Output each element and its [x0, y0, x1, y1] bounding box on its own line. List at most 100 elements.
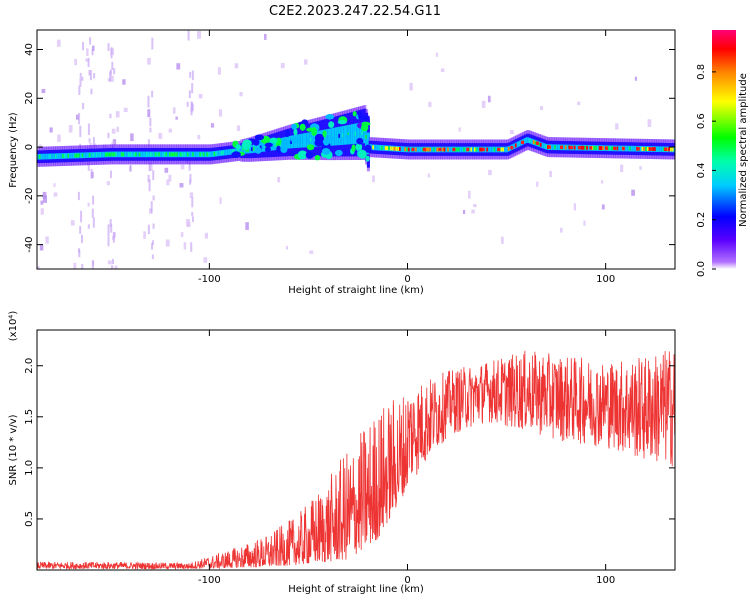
heatmap-speckle: [573, 203, 577, 211]
heatmap-band-core: [518, 140, 522, 147]
heatmap-streak: [189, 71, 192, 78]
spectrogram-xtick-label: -100: [198, 274, 221, 285]
heatmap-blob: [323, 138, 330, 146]
spectrogram-axes: -100 0 100 -40 -20 0 20 40: [24, 30, 675, 285]
heatmap-band-core: [65, 153, 69, 159]
heatmap-speckle: [218, 109, 223, 117]
heatmap-band-core: [413, 146, 417, 153]
heatmap-peak: [113, 152, 118, 157]
heatmap-speckle: [180, 232, 184, 237]
heatmap-blob: [325, 114, 335, 120]
heatmap-blob: [280, 146, 288, 153]
heatmap-blob: [361, 121, 371, 126]
heatmap-peak: [99, 152, 103, 157]
colorbar-tick-label: 0.4: [696, 162, 707, 178]
heatmap-speckle: [76, 114, 79, 120]
heatmap-speckle: [462, 209, 466, 215]
heatmap-peak: [468, 147, 473, 152]
heatmap-band-core: [143, 151, 147, 158]
heatmap-band-core: [300, 133, 304, 148]
heatmap-band-core: [40, 153, 44, 160]
heatmap-peak: [199, 152, 203, 157]
heatmap-peak: [393, 146, 398, 151]
heatmap-peak: [163, 152, 168, 157]
heatmap-peak: [76, 153, 80, 158]
heatmap-band-core: [249, 145, 253, 154]
heatmap-max: [613, 146, 617, 151]
spectrogram-ytick-label: 20: [24, 92, 35, 105]
heatmap-streak: [87, 58, 90, 68]
heatmap-peak: [61, 154, 66, 158]
heatmap-blob: [321, 148, 331, 155]
heatmap-band-core: [418, 146, 422, 153]
heatmap-band-core: [69, 152, 73, 159]
heatmap-band-core: [357, 122, 361, 144]
heatmap-max: [636, 147, 640, 151]
heatmap-peak: [60, 154, 64, 158]
heatmap-band-core: [416, 146, 420, 153]
heatmap-peak: [643, 146, 647, 151]
heatmap-streak: [109, 219, 112, 227]
heatmap-speckle: [57, 134, 61, 142]
heatmap-blob: [297, 150, 308, 160]
spectrogram-ytick-label: -20: [24, 188, 35, 204]
heatmap-peak: [473, 147, 478, 152]
heatmap-blob: [293, 138, 301, 144]
heatmap-speckle: [210, 123, 215, 128]
heatmap-speckle: [45, 236, 49, 244]
heatmap-band-core: [630, 145, 634, 152]
heatmap-speckle: [40, 200, 44, 205]
heatmap-streak: [93, 73, 96, 79]
heatmap-streak: [152, 170, 155, 181]
heatmap-band-core: [126, 151, 130, 158]
heatmap-peak: [653, 147, 658, 152]
heatmap-speckle: [38, 144, 42, 148]
heatmap-band-core: [79, 152, 83, 159]
heatmap-peak: [347, 132, 351, 137]
heatmap-band-core: [484, 146, 488, 153]
heatmap-band-core: [304, 133, 308, 148]
heatmap-peak: [384, 146, 389, 151]
heatmap-peak: [500, 147, 505, 152]
colorbar-axis: 0.0 0.2 0.4 0.6 0.8: [696, 64, 716, 277]
heatmap-band-core: [530, 138, 534, 145]
heatmap-blob: [328, 134, 334, 142]
heatmap-peak: [108, 152, 112, 157]
colorbar-tick-label: 0.6: [696, 113, 707, 129]
heatmap-streak: [191, 102, 194, 112]
heatmap-speckle: [53, 183, 56, 187]
heatmap-peak: [38, 154, 43, 159]
heatmap-streak: [191, 70, 194, 81]
colorbar-gradient: [712, 30, 736, 269]
heatmap-streak: [151, 242, 154, 250]
heatmap-speckle: [639, 166, 642, 170]
heatmap-peak: [538, 142, 542, 147]
heatmap-max: [510, 145, 514, 150]
heatmap-peak: [127, 152, 132, 157]
snr-ytick-label: 0.5: [24, 511, 35, 527]
heatmap-peak: [272, 143, 276, 148]
heatmap-streak: [107, 132, 110, 139]
heatmap-peak: [600, 146, 605, 151]
heatmap-band-core: [445, 146, 449, 153]
heatmap-band-core: [124, 151, 128, 158]
heatmap-peak: [429, 147, 433, 152]
spectrogram-frame: [36, 29, 676, 270]
heatmap-streak: [148, 161, 151, 172]
heatmap-band-core: [434, 146, 438, 153]
heatmap-speckle: [57, 39, 61, 47]
heatmap-streak: [91, 260, 94, 269]
heatmap-band-core: [400, 146, 404, 152]
heatmap-streak: [81, 264, 84, 269]
heatmap-peak: [104, 152, 109, 157]
heatmap-peak: [595, 146, 599, 150]
heatmap-band-core: [195, 151, 199, 158]
heatmap-band-core: [70, 152, 74, 159]
heatmap-band-core: [374, 144, 378, 151]
heatmap-streak: [92, 217, 95, 228]
heatmap-speckle: [631, 189, 635, 196]
heatmap-peak: [443, 147, 448, 152]
heatmap-speckle: [409, 82, 413, 91]
heatmap-speckle: [85, 58, 89, 62]
heatmap-blob: [280, 139, 290, 146]
